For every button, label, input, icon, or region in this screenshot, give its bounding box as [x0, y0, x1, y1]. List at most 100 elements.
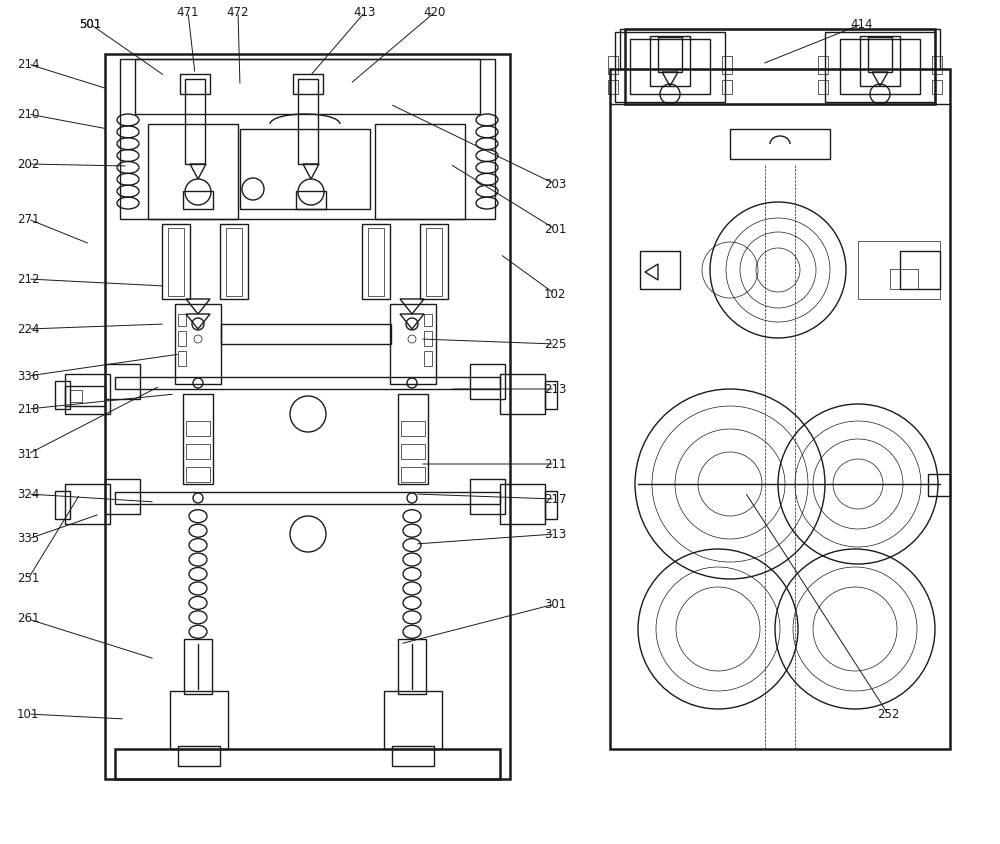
Bar	[398, 394, 428, 484]
Text: 213: 213	[544, 382, 566, 396]
Bar	[298, 79, 318, 164]
Bar	[658, 37, 682, 72]
Text: 212: 212	[17, 273, 39, 285]
Bar	[115, 749, 500, 779]
Bar	[500, 484, 545, 524]
Text: 414: 414	[851, 18, 873, 30]
Bar	[470, 479, 505, 514]
Text: 501: 501	[79, 18, 101, 30]
Text: 252: 252	[877, 707, 899, 721]
Text: 501: 501	[79, 18, 101, 30]
Text: 102: 102	[544, 288, 566, 300]
Bar	[470, 364, 505, 399]
Bar	[860, 36, 900, 86]
Text: 472: 472	[227, 6, 249, 19]
Bar	[148, 124, 238, 219]
Bar	[65, 386, 105, 406]
Bar	[932, 56, 942, 74]
Text: 261: 261	[17, 613, 39, 625]
Bar	[390, 304, 436, 384]
Bar	[545, 381, 557, 409]
Bar	[840, 39, 920, 94]
Text: 336: 336	[17, 370, 39, 382]
Bar	[240, 129, 370, 209]
Bar	[424, 314, 432, 326]
Text: 324: 324	[17, 488, 39, 500]
Bar	[928, 474, 950, 496]
Bar	[500, 374, 545, 414]
Text: 251: 251	[17, 572, 39, 586]
Bar	[105, 54, 510, 779]
Bar	[608, 80, 618, 94]
Bar	[858, 241, 940, 299]
Bar	[178, 351, 186, 366]
Bar	[70, 390, 82, 402]
Bar	[185, 79, 205, 164]
Text: 202: 202	[17, 158, 39, 170]
Text: 203: 203	[544, 177, 566, 191]
Bar	[170, 691, 228, 749]
Bar	[426, 228, 442, 296]
Bar	[650, 36, 690, 86]
Bar	[362, 224, 390, 299]
Bar	[722, 56, 732, 74]
Bar	[65, 374, 110, 414]
Bar	[115, 377, 500, 389]
Bar	[221, 324, 391, 344]
Bar	[398, 639, 426, 694]
Bar	[184, 639, 212, 694]
Text: 101: 101	[17, 707, 39, 721]
Bar	[105, 364, 140, 399]
Bar	[368, 228, 384, 296]
Bar	[825, 32, 935, 102]
Text: 413: 413	[354, 6, 376, 19]
Bar	[730, 129, 830, 159]
Text: 335: 335	[17, 533, 39, 545]
Text: 225: 225	[544, 338, 566, 350]
Bar	[392, 746, 434, 766]
Bar	[620, 29, 940, 69]
Bar	[105, 479, 140, 514]
Bar	[424, 331, 432, 346]
Bar	[375, 124, 465, 219]
Text: 214: 214	[17, 57, 39, 71]
Text: 218: 218	[17, 403, 39, 415]
Bar	[722, 80, 732, 94]
Bar	[630, 39, 710, 94]
Bar	[120, 59, 495, 219]
Text: 301: 301	[544, 598, 566, 610]
Bar	[296, 191, 326, 209]
Bar	[818, 80, 828, 94]
Bar	[890, 269, 918, 289]
Bar	[162, 224, 190, 299]
Bar	[401, 421, 425, 436]
Text: 211: 211	[544, 457, 566, 470]
Bar	[183, 394, 213, 484]
Text: 217: 217	[544, 493, 566, 506]
Text: 471: 471	[177, 6, 199, 19]
Bar	[186, 444, 210, 459]
Text: 420: 420	[424, 6, 446, 19]
Bar	[401, 444, 425, 459]
Bar	[168, 228, 184, 296]
Bar	[608, 56, 618, 74]
Bar	[55, 381, 70, 409]
Bar	[932, 80, 942, 94]
Bar	[178, 331, 186, 346]
Bar	[226, 228, 242, 296]
Bar	[610, 69, 950, 749]
Bar	[420, 224, 448, 299]
Bar	[180, 74, 210, 94]
Bar	[186, 421, 210, 436]
Bar	[65, 484, 110, 524]
Text: 271: 271	[17, 213, 39, 225]
Bar	[545, 491, 557, 519]
Bar	[424, 351, 432, 366]
Bar	[868, 37, 892, 72]
Bar	[220, 224, 248, 299]
Text: 224: 224	[17, 322, 39, 336]
Bar	[625, 29, 935, 104]
Bar	[640, 251, 680, 289]
Bar	[135, 59, 480, 114]
Text: 210: 210	[17, 107, 39, 121]
